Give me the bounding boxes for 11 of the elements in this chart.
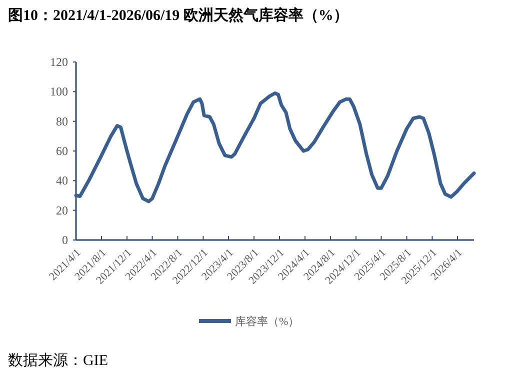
y-tick-label: 100 [50, 84, 68, 99]
y-tick-label: 80 [56, 114, 68, 128]
y-tick-label: 60 [56, 144, 68, 158]
line-series [74, 91, 476, 204]
legend-label: 库容率（%） [235, 315, 300, 328]
source-note: 数据来源：GIE [8, 352, 108, 369]
y-tick-label: 120 [50, 55, 68, 69]
chart-title: 图10：2021/4/1-2026/06/19 欧洲天然气库容率（%） [8, 6, 348, 24]
y-tick-label: 0 [62, 233, 68, 247]
y-tick-label: 20 [56, 203, 68, 218]
y-tick-label: 40 [56, 174, 68, 188]
